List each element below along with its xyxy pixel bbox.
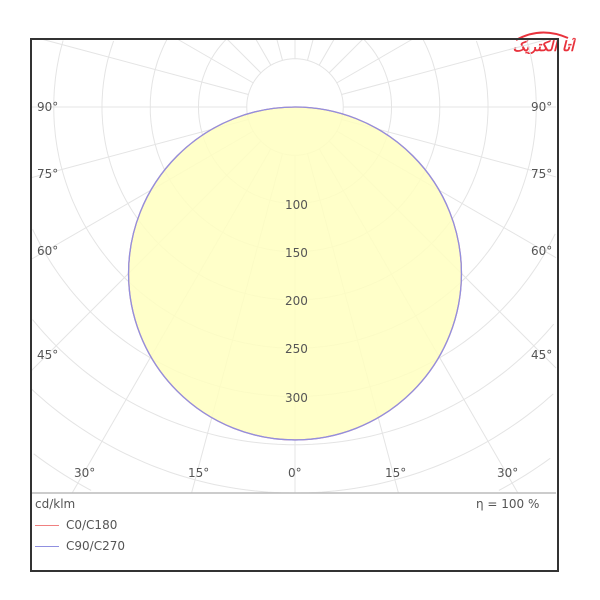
radial-tick-label: 300 (285, 391, 308, 405)
grid-ray (255, 38, 272, 66)
grid-ray (307, 38, 314, 61)
grid-ray (336, 38, 414, 84)
brand-logo: آتا الکتریک (486, 30, 576, 54)
angle-label-right: 60° (531, 244, 553, 258)
angle-label-bottom: 15° (385, 466, 407, 480)
series-curve-c90-c270 (127, 106, 463, 441)
angle-label-bottom: 15° (188, 466, 210, 480)
grid-ray (328, 38, 364, 74)
grid-circle (294, 393, 554, 494)
legend-line-c90 (35, 546, 59, 547)
angle-label-left: 90° (37, 100, 59, 114)
radial-tick-label: 150 (285, 246, 308, 260)
radial-tick-label: 250 (285, 342, 308, 356)
unit-label: cd/klm (35, 497, 76, 511)
grid-ray (276, 38, 283, 61)
angle-label-left: 60° (37, 244, 59, 258)
legend-line-c0 (35, 525, 59, 526)
legend-label: C90/C270 (66, 539, 125, 553)
angle-label-left: 45° (37, 348, 59, 362)
angle-label-right: 90° (531, 100, 553, 114)
logo-text: آتا الکتریک (513, 37, 576, 54)
angle-label-bottom: 30° (74, 466, 96, 480)
grid-ray (226, 38, 262, 74)
angle-label-bottom: 0° (288, 466, 302, 480)
grid-circle (498, 457, 551, 491)
angle-label-left: 75° (37, 167, 59, 181)
angle-label-bottom: 30° (497, 466, 519, 480)
grid-circle (33, 453, 92, 491)
angle-label-right: 75° (531, 167, 553, 181)
grid-circle (31, 388, 296, 494)
legend-label: C0/C180 (66, 518, 118, 532)
angle-label-right: 45° (531, 348, 553, 362)
grid-ray (341, 38, 549, 95)
grid-ray (318, 38, 335, 66)
grid-circle (294, 323, 555, 446)
grid-ray (176, 38, 254, 84)
efficiency-label: η = 100 % (476, 497, 540, 511)
radial-tick-label: 100 (285, 198, 308, 212)
grid-circle (32, 319, 296, 446)
chart-frame (30, 38, 559, 572)
radial-tick-label: 200 (285, 294, 308, 308)
grid-ray (41, 38, 249, 95)
